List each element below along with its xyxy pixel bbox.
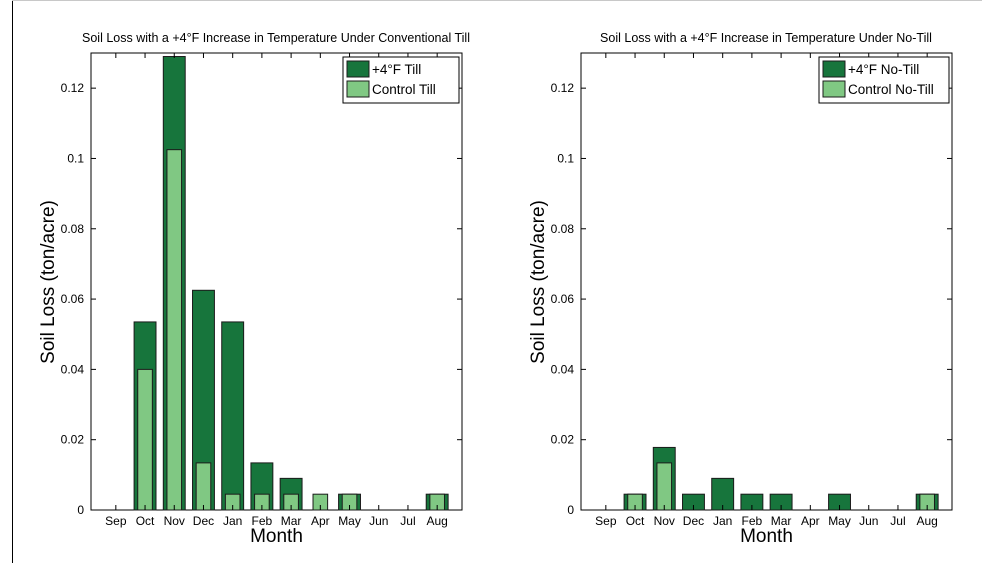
y-tick-label: 0 <box>77 503 84 517</box>
x-tick-label: Oct <box>626 514 645 528</box>
bar-control-nov <box>166 149 183 511</box>
y-tick-label: 0.1 <box>557 151 574 165</box>
plot-area <box>580 52 953 511</box>
legend-swatch <box>822 80 846 98</box>
legend-label: Control No-Till <box>848 82 934 97</box>
bar-treatment-jan <box>221 321 245 511</box>
y-tick-label: 0.06 <box>551 292 575 306</box>
x-tick-label: May <box>338 514 361 528</box>
chart-title: Soil Loss with a +4°F Increase in Temper… <box>600 31 932 45</box>
y-axis-label: Soil Loss (ton/acre) <box>38 200 59 364</box>
y-tick-label: 0.06 <box>61 292 85 306</box>
x-tick-label: Dec <box>193 514 214 528</box>
y-tick-label: 0.02 <box>551 433 575 447</box>
x-tick-label: Jul <box>890 514 905 528</box>
y-axis-label: Soil Loss (ton/acre) <box>528 200 549 364</box>
legend-swatch <box>346 60 370 78</box>
x-tick-label: Mar <box>281 514 302 528</box>
y-tick-label: 0 <box>567 503 574 517</box>
x-tick-label: Aug <box>916 514 937 528</box>
x-tick-label: Mar <box>771 514 792 528</box>
y-tick-label: 0.04 <box>551 362 575 376</box>
x-tick-label: Jan <box>223 514 242 528</box>
legend-label: Control Till <box>372 82 436 97</box>
x-tick-label: Feb <box>742 514 763 528</box>
x-tick-label: Apr <box>801 514 820 528</box>
y-tick-label: 0.1 <box>67 151 84 165</box>
x-axis-label: Month <box>740 526 793 547</box>
x-axis-label: Month <box>250 526 303 547</box>
x-tick-label: Feb <box>252 514 273 528</box>
legend-swatch <box>346 80 370 98</box>
chart-no-till: Soil Loss with a +4°F Increase in Temper… <box>528 31 953 547</box>
x-tick-label: May <box>828 514 851 528</box>
x-tick-label: Jun <box>859 514 878 528</box>
x-tick-label: Sep <box>105 514 127 528</box>
legend-swatch <box>822 60 846 78</box>
x-tick-label: Nov <box>654 514 675 528</box>
chart-title: Soil Loss with a +4°F Increase in Temper… <box>82 31 470 45</box>
plot-area <box>90 52 463 511</box>
y-tick-label: 0.02 <box>61 433 85 447</box>
x-tick-label: Sep <box>595 514 617 528</box>
legend-label: +4°F No-Till <box>848 62 919 77</box>
x-tick-label: Oct <box>136 514 155 528</box>
y-tick-label: 0.12 <box>551 81 575 95</box>
bar-control-nov <box>656 462 673 511</box>
x-tick-label: Aug <box>426 514 447 528</box>
legend: +4°F No-Till Control No-Till <box>818 56 950 104</box>
x-tick-label: Apr <box>311 514 330 528</box>
x-tick-label: Nov <box>164 514 185 528</box>
y-tick-label: 0.12 <box>61 81 85 95</box>
bar-control-oct <box>137 368 153 511</box>
x-tick-label: Jan <box>713 514 732 528</box>
chart-conventional-till: Soil Loss with a +4°F Increase in Temper… <box>38 31 470 547</box>
y-tick-label: 0.08 <box>551 222 575 236</box>
figure-top-border <box>12 0 982 1</box>
x-tick-label: Jun <box>369 514 388 528</box>
legend: +4°F Till Control Till <box>342 56 460 104</box>
bar-control-dec <box>195 462 212 511</box>
legend-label: +4°F Till <box>372 62 421 77</box>
y-tick-label: 0.04 <box>61 362 85 376</box>
x-tick-label: Jul <box>400 514 415 528</box>
figure-left-border <box>12 0 13 563</box>
y-tick-label: 0.08 <box>61 222 85 236</box>
x-tick-label: Dec <box>683 514 704 528</box>
